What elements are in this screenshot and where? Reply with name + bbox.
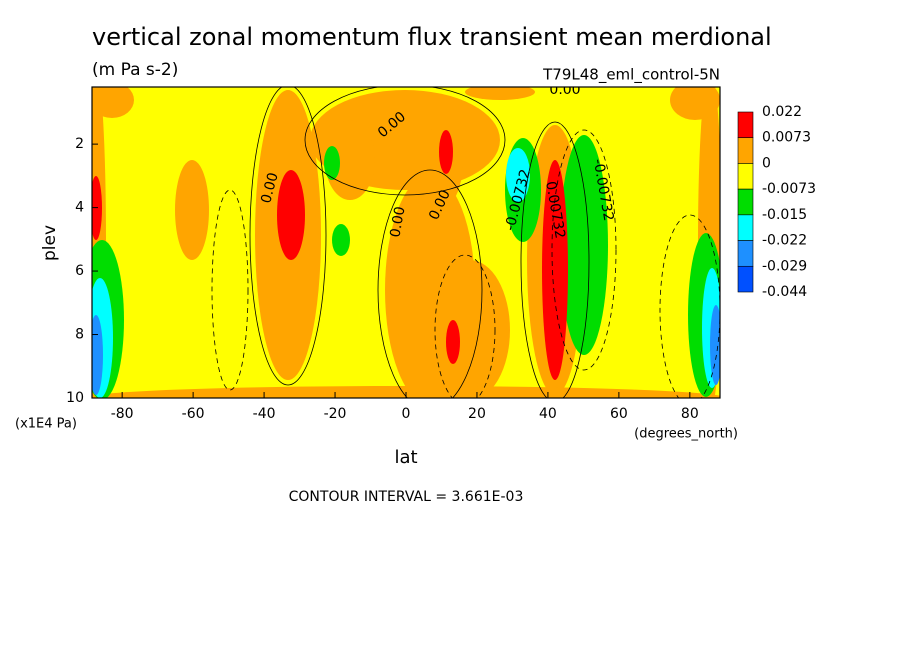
contour-region	[430, 260, 510, 398]
contour-line	[520, 121, 590, 398]
contour-line	[659, 214, 720, 398]
contour-line	[304, 87, 506, 196]
contour-region	[710, 305, 720, 385]
colorbar-box	[737, 137, 754, 164]
y-axis-label: plev	[40, 225, 60, 261]
x-tick-label: -40	[253, 406, 276, 422]
contour-line	[211, 189, 249, 391]
contour-field: 0.000.00 0.000.000.00-0.00732 0.00732 -0.00…	[92, 82, 720, 398]
colorbar-box	[737, 111, 754, 139]
contour-region	[277, 170, 305, 260]
contour-region	[439, 130, 453, 174]
x-tick-label: 20	[468, 406, 486, 422]
x-tick-label: -80	[111, 406, 134, 422]
colorbar-label: -0.022	[762, 233, 807, 249]
colorbar-box	[737, 188, 754, 216]
x-axis-label: lat	[394, 447, 417, 468]
x-units: (degrees_north)	[634, 427, 738, 442]
x-tick-label: -20	[324, 406, 347, 422]
x-tick-label: 40	[539, 406, 557, 422]
contour-region	[506, 148, 530, 202]
contour-line	[249, 87, 327, 386]
x-tick-label: 60	[610, 406, 628, 422]
colorbar-box	[737, 240, 754, 267]
contour-region	[332, 224, 350, 256]
contour-region	[446, 320, 460, 364]
chart-title: vertical zonal momentum flux transient m…	[92, 23, 772, 51]
colorbar-label: -0.015	[762, 207, 807, 223]
colorbar-label: 0.022	[762, 104, 802, 120]
x-tick-label: 0	[402, 406, 411, 422]
y-tick-label: 8	[75, 327, 84, 343]
subtitle: (m Pa s-2)	[92, 60, 178, 80]
y-tick-label: 2	[75, 136, 84, 152]
colorbar-label: -0.029	[762, 258, 807, 274]
contour-region	[324, 146, 340, 180]
contour-region	[560, 135, 608, 355]
colorbar-box	[737, 265, 754, 293]
colorbar-box	[737, 163, 754, 190]
y-tick-label: 4	[75, 200, 84, 216]
contour-label: 0.00	[549, 82, 580, 98]
colorbar-label: 0	[762, 155, 771, 171]
contour-line	[377, 169, 483, 398]
contour-line	[551, 129, 617, 371]
x-tick-label: -60	[182, 406, 205, 422]
contour-region	[542, 160, 568, 380]
colorbar-label: -0.0073	[762, 181, 816, 197]
colorbar-label: -0.044	[762, 284, 807, 300]
colorbar-label: 0.0073	[762, 130, 811, 146]
footer: CONTOUR INTERVAL = 3.661E-03	[289, 489, 524, 505]
colorbar-box	[737, 214, 754, 241]
contour-line	[434, 254, 496, 398]
contour-label: 0.00	[258, 171, 282, 205]
contour-region	[92, 87, 134, 118]
contour-region	[92, 315, 103, 395]
x-tick-label: 80	[681, 406, 699, 422]
contour-label: 0.00	[387, 205, 408, 238]
y-tick-label: 10	[66, 390, 84, 406]
dataset-label: T79L48_eml_control-5N	[542, 66, 720, 85]
contour-region	[175, 160, 209, 260]
contour-region	[465, 87, 535, 100]
y-tick-label: 6	[75, 263, 84, 279]
contour-region	[670, 87, 720, 120]
contour-region	[325, 120, 375, 200]
y-units: (x1E4 Pa)	[15, 417, 77, 432]
